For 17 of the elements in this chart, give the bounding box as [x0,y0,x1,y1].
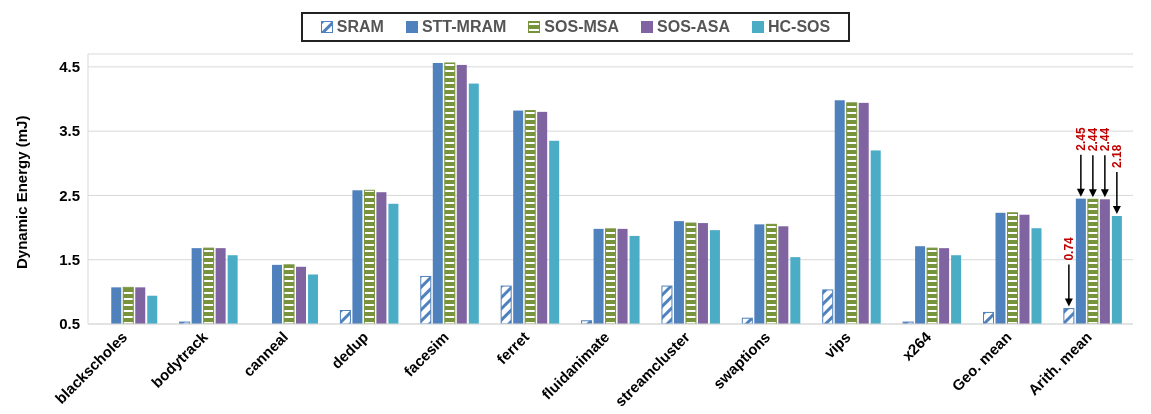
y-tick-label: 3.5 [59,122,80,140]
x-tick-label: vips [820,328,854,362]
data-label: 2.45 [1073,126,1088,151]
legend-label: SOS-MSA [543,18,620,36]
legend-label: HC-SOS [766,18,831,36]
y-axis-title: Dynamic Energy (mJ) [13,115,31,269]
legend-label: SRAM [335,18,384,36]
legend-label: SOS-ASA [656,18,730,36]
y-tick-label: 0.5 [59,315,80,333]
legend-label: STT-MRAM [420,18,507,36]
y-tick-label: 4.5 [59,58,80,76]
y-tick-label: 1.5 [59,251,80,269]
y-tick-label: 2.5 [59,186,80,204]
data-label: 0.74 [1061,236,1076,261]
data-label: 2.18 [1109,144,1124,168]
data-label: 2.44 [1085,127,1100,152]
data-label: 2.44 [1097,127,1112,152]
